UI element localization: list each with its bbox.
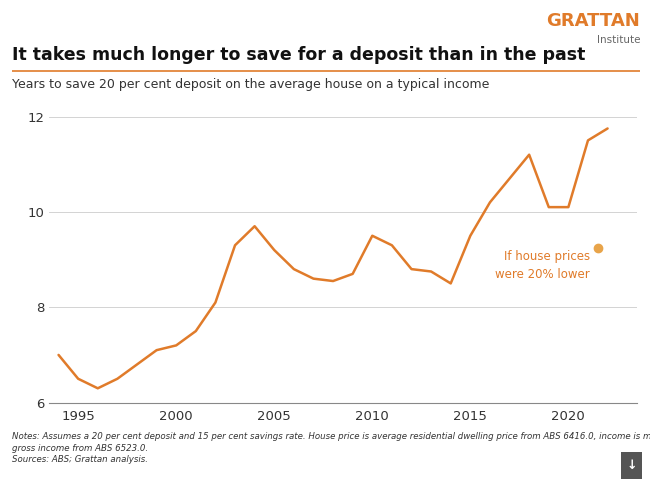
Text: GRATTAN: GRATTAN: [547, 12, 640, 30]
Text: ↓: ↓: [626, 459, 637, 472]
Text: It takes much longer to save for a deposit than in the past: It takes much longer to save for a depos…: [12, 46, 585, 64]
Text: Years to save 20 per cent deposit on the average house on a typical income: Years to save 20 per cent deposit on the…: [12, 78, 489, 91]
Text: Notes: Assumes a 20 per cent deposit and 15 per cent savings rate. House price i: Notes: Assumes a 20 per cent deposit and…: [12, 432, 650, 465]
Text: If house prices
were 20% lower: If house prices were 20% lower: [495, 250, 590, 281]
Text: Institute: Institute: [597, 35, 640, 45]
